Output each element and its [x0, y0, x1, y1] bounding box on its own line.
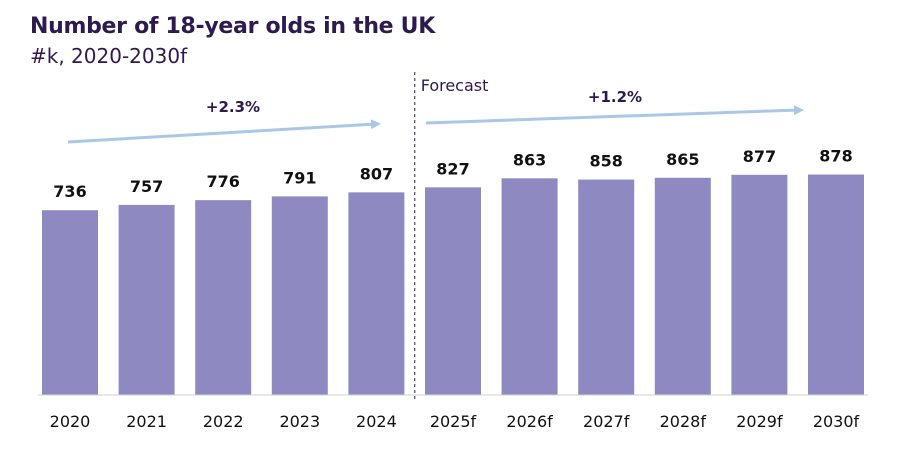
bar-2023 — [271, 196, 328, 395]
growth-annotation-2: +1.2% — [588, 88, 642, 106]
x-tick-label-2025f: 2025f — [430, 412, 477, 431]
bar-2024 — [348, 192, 405, 395]
forecast-label: Forecast — [421, 76, 489, 95]
value-label-2021: 757 — [130, 177, 163, 196]
x-tick-label-2028f: 2028f — [660, 412, 707, 431]
bar-2022 — [195, 200, 252, 395]
bar-2028f — [654, 177, 711, 395]
bar-2021 — [118, 204, 175, 395]
x-tick-label-2026f: 2026f — [506, 412, 553, 431]
bar-2025f — [425, 187, 481, 395]
chart-subtitle: #k, 2020-2030f — [30, 44, 188, 68]
value-label-2024: 807 — [360, 164, 393, 183]
x-tick-label-2023: 2023 — [279, 412, 320, 431]
x-tick-label-2020: 2020 — [50, 412, 91, 431]
x-tick-label-2027f: 2027f — [583, 412, 630, 431]
x-tick-label-2030f: 2030f — [813, 412, 860, 431]
growth-arrow-2 — [425, 105, 804, 125]
growth-arrow-1 — [67, 119, 381, 144]
x-tick-label-2021: 2021 — [126, 412, 167, 431]
value-label-2030f: 878 — [819, 147, 852, 166]
growth-annotation-1: +2.3% — [206, 98, 260, 116]
bar-2020 — [42, 210, 98, 395]
value-label-2022: 776 — [206, 172, 239, 191]
value-label-2023: 791 — [283, 168, 316, 187]
value-label-2025f: 827 — [436, 159, 469, 178]
value-label-2020: 736 — [53, 182, 86, 201]
chart-title: Number of 18-year olds in the UK — [30, 14, 435, 39]
value-label-2029f: 877 — [743, 147, 776, 166]
x-tick-label-2022: 2022 — [203, 412, 244, 431]
x-tick-label-2029f: 2029f — [736, 412, 783, 431]
value-label-2027f: 858 — [589, 152, 622, 171]
x-tick-label-2024: 2024 — [356, 412, 397, 431]
value-label-2026f: 863 — [513, 150, 546, 169]
bar-2026f — [501, 178, 558, 395]
bar-2030f — [808, 174, 864, 395]
value-label-2028f: 865 — [666, 150, 699, 169]
bar-2029f — [731, 174, 788, 395]
bar-2027f — [578, 179, 635, 395]
